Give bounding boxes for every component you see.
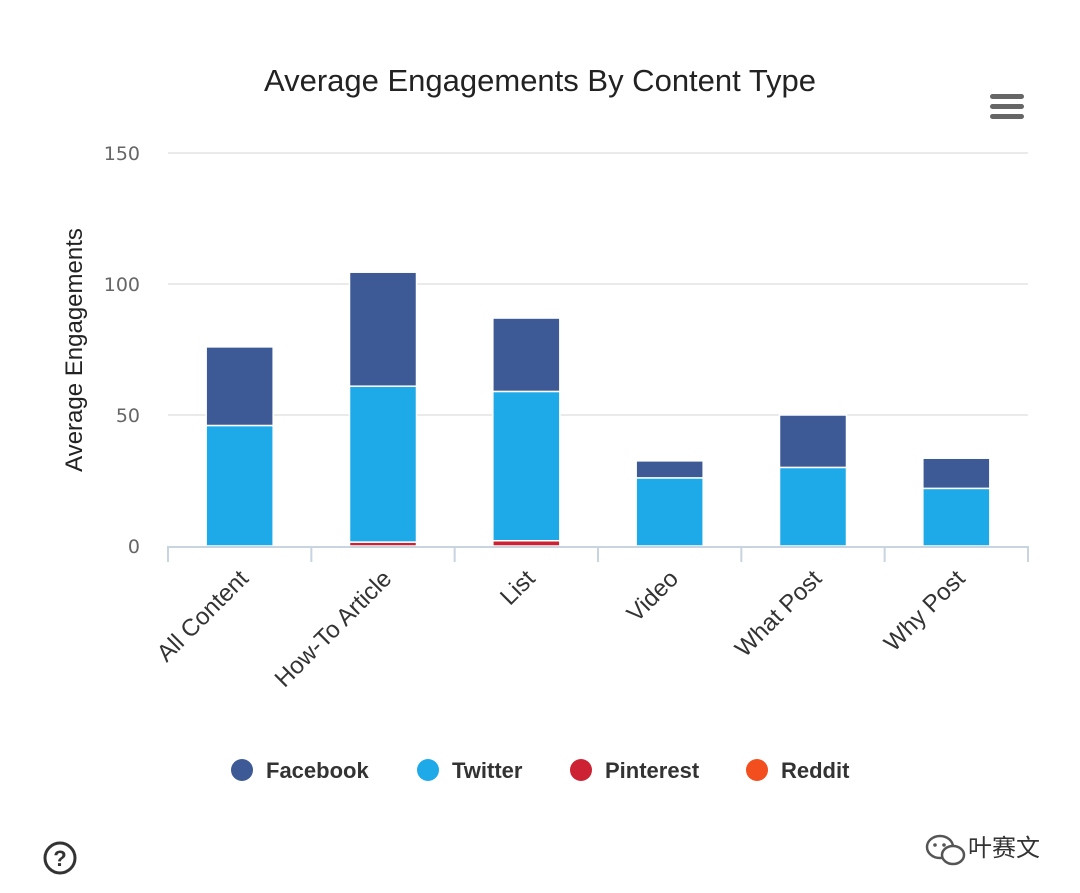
bar-facebook-3[interactable]	[635, 460, 704, 479]
bar-twitter-0[interactable]	[205, 424, 274, 547]
y-tick-label: 150	[104, 143, 140, 165]
watermark: 叶赛文	[925, 834, 1040, 866]
legend-item-facebook[interactable]: Facebook	[231, 758, 369, 783]
x-axis	[167, 546, 1029, 562]
x-tick-label: All Content	[152, 565, 254, 667]
legend: Facebook Twitter Pinterest Reddit	[231, 758, 850, 783]
legend-label: Pinterest	[605, 758, 700, 783]
bar-facebook-0[interactable]	[205, 346, 274, 427]
bar-pinterest-2[interactable]	[492, 540, 561, 547]
question-circle-icon: ?	[43, 841, 77, 875]
legend-marker	[570, 759, 592, 781]
legend-label: Reddit	[781, 758, 850, 783]
bar-twitter-2[interactable]	[492, 390, 561, 542]
watermark-text: 叶赛文	[968, 834, 1040, 862]
y-axis-ticks: 0 50 100 150	[104, 143, 140, 558]
x-tick-label: Why Post	[879, 565, 971, 657]
legend-label: Facebook	[266, 758, 369, 783]
legend-marker	[417, 759, 439, 781]
y-tick-label: 50	[116, 405, 140, 427]
bar-twitter-4[interactable]	[778, 466, 848, 547]
legend-item-reddit[interactable]: Reddit	[746, 758, 850, 783]
y-tick-label: 100	[104, 274, 140, 296]
menu-button[interactable]	[980, 86, 1032, 126]
legend-item-twitter[interactable]: Twitter	[417, 758, 523, 783]
y-axis-label: Average Engagements	[61, 228, 88, 472]
bar-facebook-2[interactable]	[492, 317, 561, 393]
x-tick-label: List	[495, 565, 541, 611]
legend-marker	[746, 759, 768, 781]
bar-facebook-4[interactable]	[778, 414, 848, 469]
legend-item-pinterest[interactable]: Pinterest	[570, 758, 700, 783]
hamburger-menu-icon	[990, 94, 1024, 119]
svg-text:?: ?	[53, 846, 66, 871]
x-axis-ticks: All Content How-To Article List Video What P…	[152, 565, 971, 693]
legend-label: Twitter	[452, 758, 523, 783]
x-tick-label: How-To Article	[270, 565, 398, 693]
chart-title: Average Engagements By Content Type	[264, 63, 816, 98]
bar-twitter-5[interactable]	[922, 487, 991, 547]
help-button[interactable]: ?	[43, 841, 77, 875]
bar-facebook-5[interactable]	[922, 457, 991, 490]
bar-twitter-3[interactable]	[635, 477, 704, 547]
wechat-icon	[925, 834, 966, 866]
bar-twitter-1[interactable]	[348, 385, 418, 543]
gridlines	[168, 152, 1028, 416]
bar-facebook-1[interactable]	[348, 271, 418, 387]
y-tick-label: 0	[128, 536, 140, 558]
bars	[205, 271, 991, 547]
x-tick-label: What Post	[730, 565, 828, 663]
legend-marker	[231, 759, 253, 781]
x-tick-label: Video	[622, 565, 684, 627]
